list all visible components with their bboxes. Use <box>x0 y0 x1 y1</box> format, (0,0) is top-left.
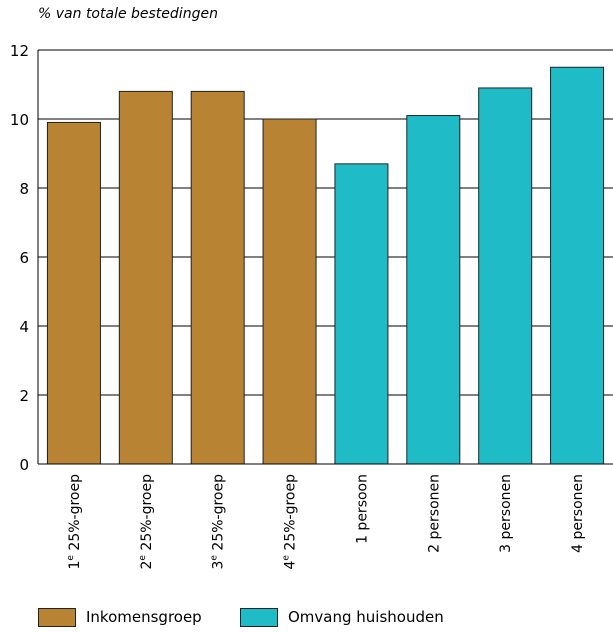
bar <box>334 163 389 465</box>
x-tick-label: 1e 25%-groep <box>66 474 83 570</box>
y-tick-label: 12 <box>10 42 29 60</box>
y-tick-labels: 0 2 4 6 8 10 12 <box>10 42 29 474</box>
legend-swatch-inkomensgroep <box>38 607 76 627</box>
x-tick-label: 3 personen <box>498 474 514 553</box>
bars <box>38 66 613 465</box>
x-tick-label: 4e 25%-groep <box>282 474 299 570</box>
y-tick-label: 6 <box>19 249 29 267</box>
bar <box>550 66 605 465</box>
y-axis-label: % van totale bestedingen <box>38 6 218 22</box>
legend-label: Inkomensgroep <box>86 608 202 626</box>
legend-swatch-omvang-huishouden <box>240 607 278 627</box>
x-tick-label: 1 persoon <box>354 474 370 544</box>
x-tick-labels: 1e 25%-groep 2e 25%-groep 3e 25%-groep 4e 2… <box>66 474 586 570</box>
y-tick-label: 2 <box>19 387 29 405</box>
x-tick-label: 4 personen <box>570 474 586 553</box>
legend-item-omvang-huishouden: Omvang huishouden <box>240 607 444 627</box>
legend-item-inkomensgroep: Inkomensgroep <box>38 607 202 627</box>
x-tick-label: 2e 25%-groep <box>138 474 155 570</box>
y-tick-label: 8 <box>19 180 29 198</box>
x-tick-label: 2 personen <box>426 474 442 553</box>
y-tick-label: 10 <box>10 111 29 129</box>
bar <box>262 118 317 465</box>
legend-label: Omvang huishouden <box>288 608 444 626</box>
x-tick-label: 3e 25%-groep <box>210 474 227 570</box>
bar <box>46 121 101 465</box>
bar <box>118 90 173 465</box>
y-tick-label: 0 <box>19 456 29 474</box>
bar <box>406 115 461 465</box>
y-tick-label: 4 <box>19 318 29 336</box>
bar <box>478 87 533 465</box>
bar <box>190 90 245 465</box>
bar-chart: 0 2 4 6 8 10 12 1e 25%-groep 2e 25%-groep 3e 25%… <box>10 42 613 570</box>
